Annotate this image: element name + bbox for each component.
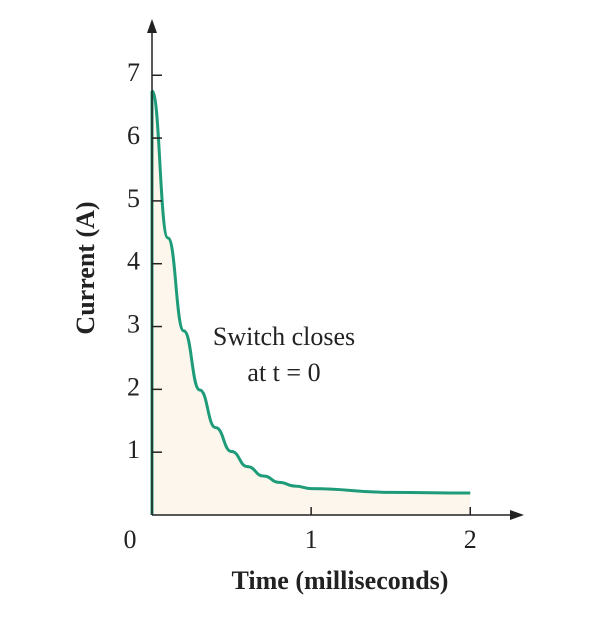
curve [150,89,471,495]
y-tick-label: 7 [127,58,140,87]
y-tick-label: 4 [127,247,140,276]
y-tick-label: 1 [127,435,140,464]
y-axis-title: Current (A) [71,201,100,334]
y-tick-label: 6 [127,121,140,150]
y-tick-label: 5 [127,184,140,213]
x-tick-label: 1 [305,525,318,554]
annotation: Switch closes [213,322,355,351]
x-arrow [510,510,524,520]
y-tick-label: 2 [127,372,140,401]
y-arrow [147,19,157,33]
x-tick-label: 0 [124,525,137,554]
y-tick-label: 3 [127,310,140,339]
x-axis-title: Time (milliseconds) [232,566,449,595]
annotation: at t = 0 [247,358,320,387]
area [152,90,471,515]
x-tick-label: 2 [464,525,477,554]
